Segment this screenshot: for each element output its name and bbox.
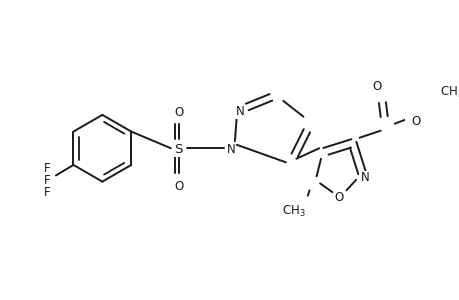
Text: N: N: [227, 143, 235, 156]
Text: N: N: [235, 106, 244, 118]
Text: N: N: [360, 171, 369, 184]
Text: CH$_3$: CH$_3$: [281, 204, 305, 219]
Text: F: F: [44, 174, 50, 187]
Text: CH$_3$: CH$_3$: [439, 85, 459, 100]
Text: F: F: [44, 162, 50, 175]
Text: O: O: [174, 180, 183, 193]
Text: O: O: [174, 106, 183, 119]
Text: O: O: [334, 191, 343, 204]
Text: F: F: [44, 186, 50, 199]
Text: O: O: [410, 115, 420, 128]
Text: O: O: [372, 80, 381, 93]
Text: S: S: [174, 143, 183, 156]
